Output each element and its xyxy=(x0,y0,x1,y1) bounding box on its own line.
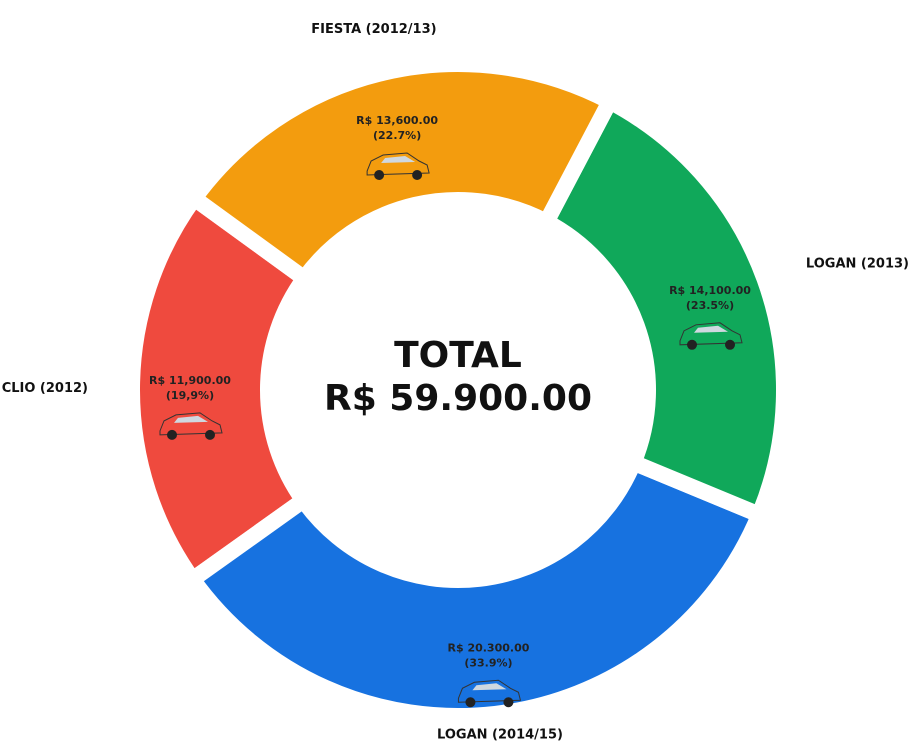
car-wheel xyxy=(687,339,698,350)
car-icon xyxy=(679,322,743,350)
donut-segment xyxy=(181,452,770,724)
value-label: R$ 20.300.00 xyxy=(447,641,529,654)
value-label: R$ 14,100.00 xyxy=(669,284,751,297)
value-label: R$ 13,600.00 xyxy=(356,114,438,127)
value-label: R$ 11,900.00 xyxy=(149,374,231,387)
percent-label: (19,9%) xyxy=(166,389,214,402)
percent-label: (33.9%) xyxy=(464,656,512,669)
car-icon xyxy=(457,679,522,708)
car-wheel xyxy=(465,697,476,708)
car-body xyxy=(457,679,522,703)
percent-label: (23.5%) xyxy=(686,299,734,312)
car-wheel xyxy=(167,429,178,440)
car-wheel xyxy=(503,697,514,708)
car-icon xyxy=(366,152,430,181)
car-window xyxy=(381,156,416,164)
car-body xyxy=(679,322,743,346)
donut-segment xyxy=(535,90,792,526)
car-body xyxy=(366,152,430,176)
center-total: R$ 59.900.00 xyxy=(324,378,592,419)
car-window xyxy=(174,415,209,423)
car-body xyxy=(159,412,223,436)
car-wheel xyxy=(374,170,385,181)
car-window xyxy=(472,683,507,691)
category-label: FIESTA (2012/13) xyxy=(311,22,436,37)
category-label: LOGAN (2014/15) xyxy=(437,728,563,743)
labels: R$ 13,600.00 (22.7%) FIESTA (2012/13) R$ 14… xyxy=(2,22,909,742)
car-wheel xyxy=(412,170,423,181)
donut-segment xyxy=(124,187,316,591)
car-wheel xyxy=(205,429,216,440)
percent-label: (22.7%) xyxy=(373,129,421,142)
category-label: CLIO (2012) xyxy=(2,381,88,396)
category-label: LOGAN (2013) xyxy=(806,257,909,272)
car-window xyxy=(694,325,729,333)
center-title: TOTAL xyxy=(394,335,522,376)
car-icon xyxy=(159,412,223,440)
car-wheel xyxy=(725,339,736,350)
